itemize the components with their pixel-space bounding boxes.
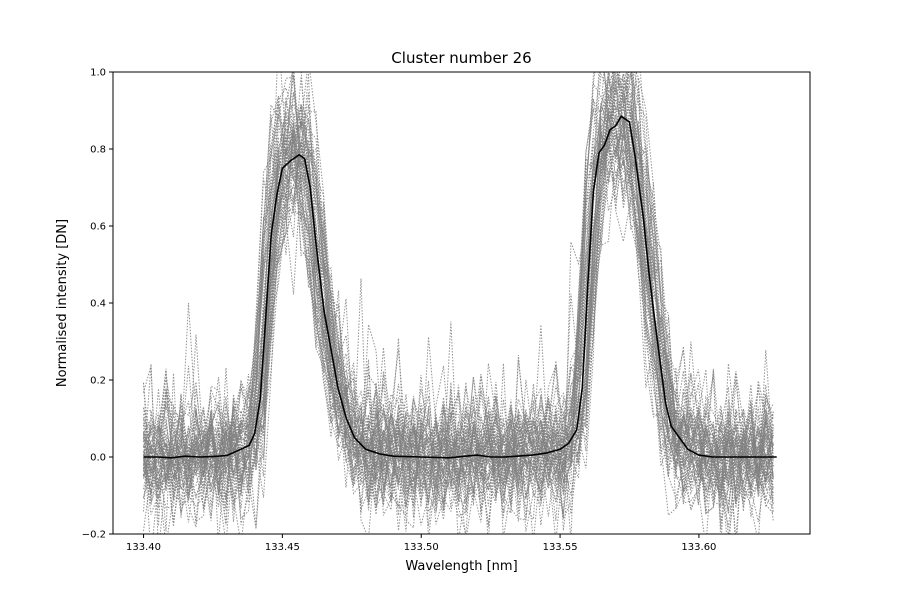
- y-tick-label: 1.0: [90, 68, 106, 79]
- member-profile-line: [143, 72, 774, 514]
- member-profile-line: [143, 76, 774, 534]
- member-profile-line: [143, 72, 774, 519]
- member-profile-line: [143, 95, 774, 505]
- y-tick-label: 0.2: [90, 376, 106, 387]
- member-profile-line: [143, 79, 774, 534]
- member-profile-line: [143, 72, 774, 528]
- member-profile-line: [143, 72, 774, 506]
- x-tick-label: 133.50: [404, 542, 439, 553]
- member-profiles: [143, 72, 774, 534]
- x-axis: 133.40 133.45 133.50 133.55 133.60: [126, 534, 716, 553]
- y-axis-label: Normalised intensity [DN]: [55, 219, 70, 387]
- member-profile-line: [143, 99, 774, 518]
- member-profile-line: [143, 86, 774, 534]
- member-profile-line: [143, 72, 774, 534]
- x-tick-label: 133.40: [126, 542, 161, 553]
- x-axis-label: Wavelength [nm]: [405, 559, 517, 574]
- y-axis: −0.2 0.0 0.2 0.4 0.6 0.8 1.0: [82, 68, 113, 541]
- member-profile-line: [143, 72, 774, 534]
- y-tick-label: 0.6: [90, 222, 106, 233]
- chart-title: Cluster number 26: [391, 49, 531, 67]
- member-profile-line: [143, 72, 774, 500]
- member-profile-line: [143, 108, 774, 508]
- member-profile-line: [143, 114, 774, 528]
- mean-profile: [143, 115, 777, 459]
- member-profile-line: [143, 72, 774, 515]
- x-tick-label: 133.45: [265, 542, 300, 553]
- member-profile-line: [143, 98, 774, 492]
- mean-profile-line: [143, 115, 777, 459]
- member-profile-line: [143, 124, 774, 534]
- member-profile-line: [143, 132, 774, 529]
- y-tick-label: 0.0: [90, 453, 106, 464]
- member-profile-line: [143, 130, 774, 507]
- y-tick-label: 0.4: [90, 299, 106, 310]
- member-profile-line: [143, 72, 774, 494]
- x-tick-label: 133.55: [543, 542, 578, 553]
- member-profile-line: [143, 72, 774, 534]
- x-tick-label: 133.60: [681, 542, 716, 553]
- member-profile-line: [143, 132, 774, 500]
- y-tick-label: −0.2: [82, 530, 106, 541]
- y-tick-label: 0.8: [90, 145, 106, 156]
- member-profile-line: [143, 123, 774, 505]
- member-profile-line: [143, 144, 774, 534]
